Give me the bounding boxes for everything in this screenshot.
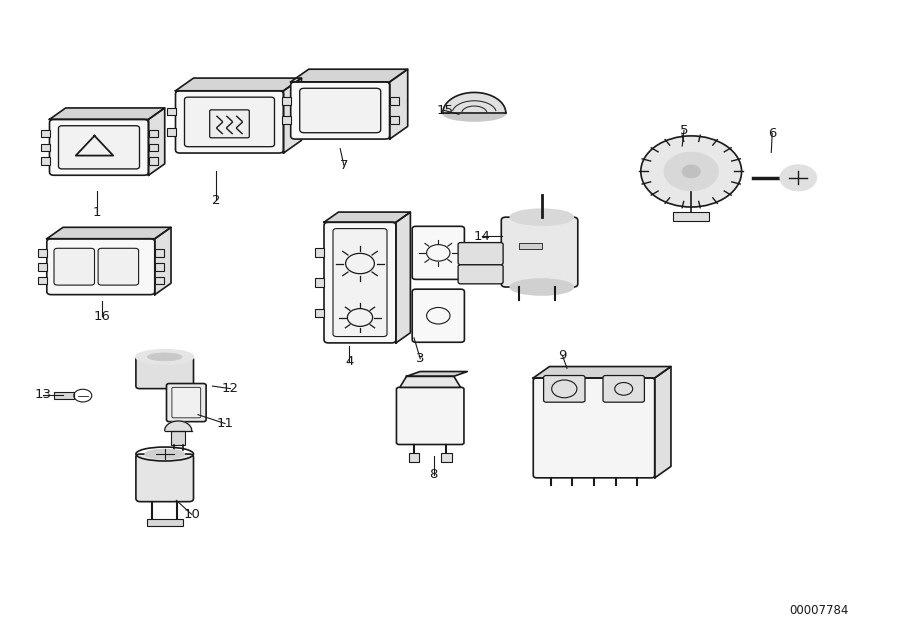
Polygon shape [284,78,302,153]
Text: 5: 5 [680,124,688,137]
Polygon shape [282,97,291,105]
FancyBboxPatch shape [210,110,249,138]
FancyBboxPatch shape [533,378,655,478]
FancyBboxPatch shape [58,126,140,169]
FancyBboxPatch shape [50,119,148,175]
Polygon shape [390,116,399,124]
Polygon shape [673,212,709,221]
Polygon shape [54,392,74,399]
FancyBboxPatch shape [136,357,194,389]
Text: 9: 9 [558,349,567,362]
FancyBboxPatch shape [544,375,585,402]
FancyBboxPatch shape [396,387,464,444]
FancyBboxPatch shape [98,248,139,285]
Polygon shape [409,453,419,462]
Circle shape [682,165,700,178]
Text: 8: 8 [429,469,438,481]
Text: 12: 12 [222,382,239,395]
Polygon shape [40,157,50,165]
FancyBboxPatch shape [54,248,94,285]
Text: 14: 14 [474,230,490,243]
Polygon shape [315,278,324,286]
Polygon shape [155,277,164,284]
FancyBboxPatch shape [412,289,464,342]
Polygon shape [148,144,157,151]
Text: 7: 7 [339,159,348,171]
Circle shape [664,152,718,190]
Polygon shape [47,227,171,239]
Polygon shape [315,248,324,257]
FancyBboxPatch shape [136,454,194,502]
Polygon shape [155,249,164,257]
Polygon shape [533,366,671,378]
Text: 10: 10 [184,508,200,521]
FancyBboxPatch shape [333,229,387,337]
FancyBboxPatch shape [176,91,284,153]
FancyBboxPatch shape [300,88,381,133]
Polygon shape [166,108,176,116]
Polygon shape [291,69,408,82]
Text: 2: 2 [212,194,220,206]
Ellipse shape [136,350,194,364]
FancyBboxPatch shape [291,82,390,139]
Polygon shape [155,263,164,271]
Ellipse shape [145,450,184,458]
Polygon shape [38,249,47,257]
FancyBboxPatch shape [458,243,503,265]
Polygon shape [396,212,410,343]
Polygon shape [148,157,157,165]
Polygon shape [443,93,506,113]
Polygon shape [315,309,324,317]
FancyBboxPatch shape [172,387,201,418]
Polygon shape [165,421,192,431]
Text: 6: 6 [768,127,777,140]
Text: 1: 1 [93,206,102,219]
Ellipse shape [148,353,182,361]
Polygon shape [324,212,410,222]
Text: 15: 15 [436,104,453,117]
Polygon shape [147,519,183,526]
Circle shape [641,136,742,207]
Polygon shape [390,97,399,105]
Ellipse shape [443,105,506,121]
Polygon shape [38,263,47,271]
Polygon shape [407,371,467,377]
Polygon shape [390,69,408,139]
Polygon shape [655,366,671,478]
Ellipse shape [510,279,573,295]
Ellipse shape [510,209,573,225]
Polygon shape [166,128,176,136]
FancyBboxPatch shape [47,239,155,295]
FancyBboxPatch shape [412,226,464,279]
Polygon shape [155,227,171,295]
Text: 3: 3 [416,352,425,365]
Polygon shape [148,108,165,175]
Polygon shape [282,116,291,124]
Polygon shape [441,453,452,462]
Circle shape [780,165,816,190]
Polygon shape [38,277,47,284]
Polygon shape [50,108,165,119]
Polygon shape [519,243,542,249]
Polygon shape [148,130,157,137]
Text: 11: 11 [217,417,233,430]
FancyBboxPatch shape [324,222,396,343]
Polygon shape [176,78,302,91]
Polygon shape [40,130,50,137]
Text: 00007784: 00007784 [789,605,849,617]
Polygon shape [400,377,461,387]
Polygon shape [171,431,185,444]
Polygon shape [40,144,50,151]
Text: 13: 13 [35,389,51,401]
FancyBboxPatch shape [184,97,274,147]
FancyBboxPatch shape [603,375,644,402]
FancyBboxPatch shape [501,217,578,287]
FancyBboxPatch shape [458,265,503,284]
Text: 16: 16 [94,310,110,323]
FancyBboxPatch shape [166,384,206,422]
Text: 4: 4 [345,356,354,368]
